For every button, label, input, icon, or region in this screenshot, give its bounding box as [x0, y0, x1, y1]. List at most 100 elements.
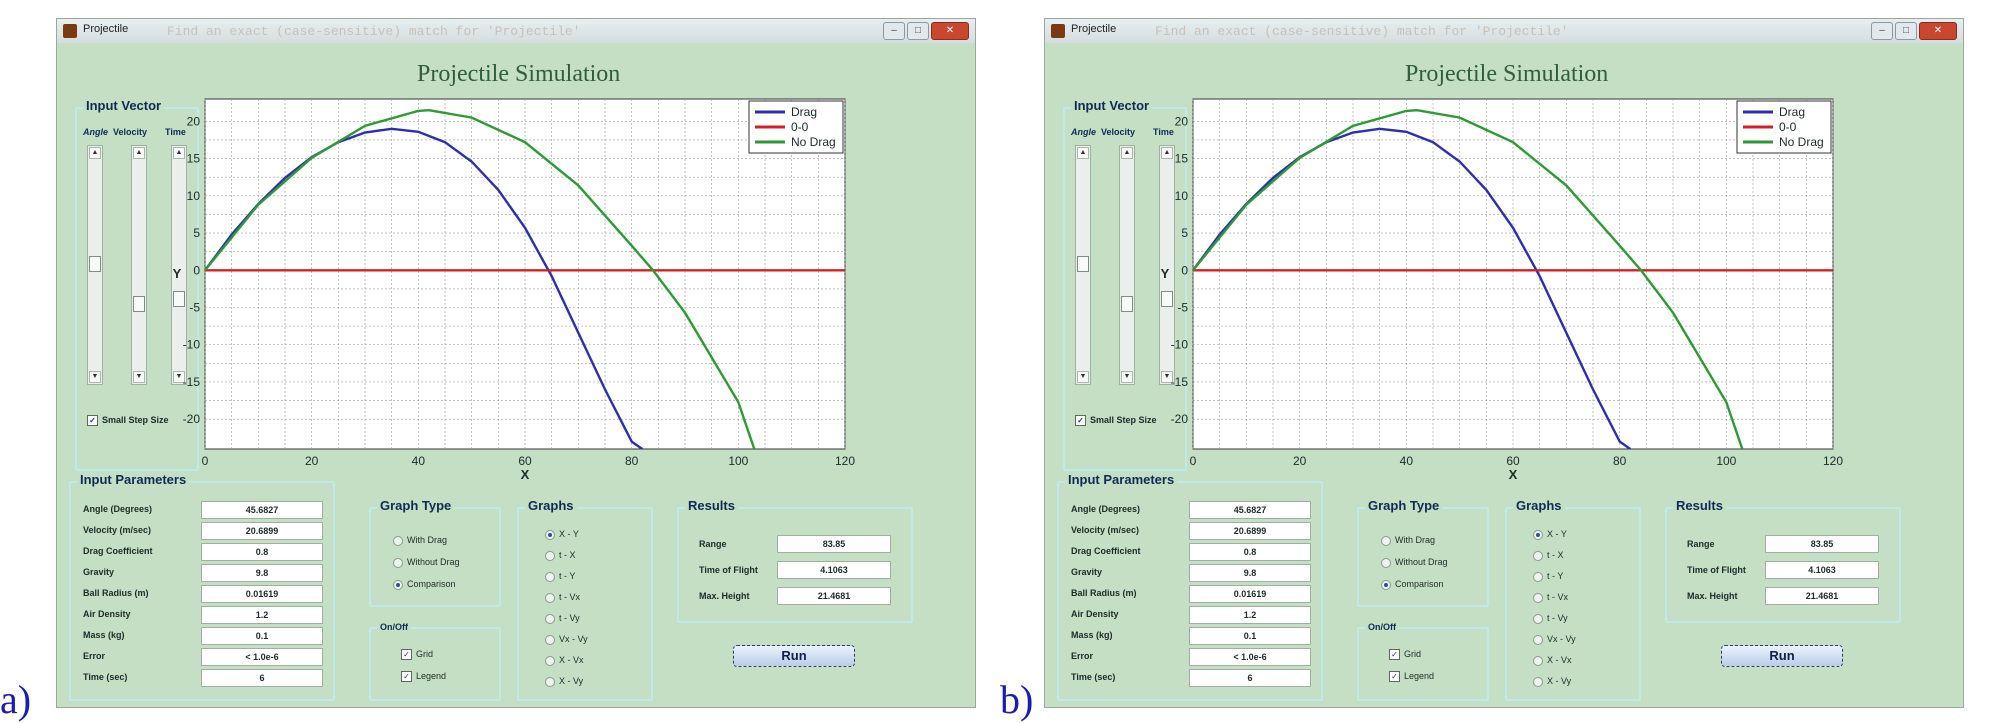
param-value-field[interactable]: 0.8 [1189, 543, 1311, 561]
angle-slider-thumb[interactable] [89, 256, 101, 272]
angle-slider-down-arrow[interactable]: ▼ [89, 371, 101, 383]
result-value-field: 21.4681 [777, 587, 891, 605]
param-value-field[interactable]: 6 [201, 669, 323, 687]
velocity-slider-down-arrow[interactable]: ▼ [1121, 371, 1133, 383]
x-tick-label: 60 [518, 454, 532, 468]
grid-checkbox[interactable]: ✓ Grid [1389, 649, 1421, 661]
minimize-button[interactable]: – [1871, 22, 1893, 40]
param-value-field[interactable]: 9.8 [1189, 564, 1311, 582]
graphs-option[interactable]: t - X [545, 550, 576, 561]
x-axis-label: X [521, 467, 530, 482]
param-value-field[interactable]: 0.01619 [1189, 585, 1311, 603]
graphs-option[interactable]: t - Y [545, 571, 575, 582]
param-value-field[interactable]: 0.1 [1189, 627, 1311, 645]
param-value-field[interactable]: 9.8 [201, 564, 323, 582]
graph-type-option[interactable]: With Drag [1381, 535, 1435, 546]
window-titlebar[interactable]: Projectile Find an exact (case-sensitive… [57, 19, 975, 43]
velocity-slider[interactable]: ▲ ▼ [131, 145, 147, 385]
param-label: Gravity [1071, 567, 1103, 577]
param-label: Ball Radius (m) [83, 588, 149, 598]
param-value-field[interactable]: 1.2 [201, 606, 323, 624]
grid-checkbox[interactable]: ✓ Grid [401, 649, 433, 661]
graphs-option[interactable]: X - Vx [545, 655, 584, 666]
graphs-option[interactable]: t - Vy [545, 613, 580, 624]
result-label: Time of Flight [699, 565, 758, 575]
velocity-slider[interactable]: ▲ ▼ [1119, 145, 1135, 385]
window-titlebar[interactable]: Projectile Find an exact (case-sensitive… [1045, 19, 1963, 43]
graphs-option[interactable]: X - Vx [1533, 655, 1572, 666]
param-value-field[interactable]: 0.01619 [201, 585, 323, 603]
small-step-checkbox[interactable]: ✓ Small Step Size [87, 415, 169, 427]
param-value-field[interactable]: 0.1 [201, 627, 323, 645]
time-slider-thumb[interactable] [1161, 291, 1173, 307]
param-value-field[interactable]: 1.2 [1189, 606, 1311, 624]
maximize-button[interactable]: □ [1895, 22, 1917, 40]
velocity-slider-up-arrow[interactable]: ▲ [133, 147, 145, 159]
maximize-button[interactable]: □ [907, 22, 929, 40]
small-step-check-icon: ✓ [1075, 415, 1086, 427]
graph-type-option[interactable]: Comparison [1381, 579, 1444, 590]
radio-icon [545, 592, 555, 603]
graphs-option[interactable]: t - Vx [1533, 592, 1568, 603]
graphs-option[interactable]: Vx - Vy [1533, 634, 1576, 645]
param-value-field[interactable]: < 1.0e-6 [1189, 648, 1311, 666]
graph-type-option[interactable]: Without Drag [1381, 557, 1448, 568]
velocity-slider-thumb[interactable] [133, 296, 145, 312]
graphs-option[interactable]: X - Y [1533, 529, 1567, 540]
param-value-field[interactable]: 6 [1189, 669, 1311, 687]
graphs-option[interactable]: X - Vy [1533, 676, 1571, 687]
x-tick-label: 0 [202, 454, 209, 468]
graph-type-option[interactable]: With Drag [393, 535, 447, 546]
param-value-field[interactable]: 45.6827 [1189, 501, 1311, 519]
time-slider[interactable]: ▲ ▼ [171, 145, 187, 385]
legend-checkbox[interactable]: ✓ Legend [401, 671, 446, 683]
param-value-field[interactable]: 0.8 [201, 543, 323, 561]
graphs-option[interactable]: t - Y [1533, 571, 1563, 582]
param-label: Air Density [83, 609, 131, 619]
radio-icon [1381, 579, 1391, 590]
angle-slider[interactable]: ▲ ▼ [87, 145, 103, 385]
legend-checkbox[interactable]: ✓ Legend [1389, 671, 1434, 683]
onoff-panel: On/Off ✓ Grid ✓ Legend [369, 622, 501, 701]
small-step-label: Small Step Size [102, 415, 169, 425]
param-value-field[interactable]: 45.6827 [201, 501, 323, 519]
run-button[interactable]: Run [1721, 645, 1843, 667]
close-button[interactable]: ✕ [931, 22, 969, 40]
window-title-overlay-text: Find an exact (case-sensitive) match for… [1155, 24, 1569, 39]
time-slider[interactable]: ▲ ▼ [1159, 145, 1175, 385]
minimize-button[interactable]: – [883, 22, 905, 40]
time-slider-thumb[interactable] [173, 291, 185, 307]
graph-type-option[interactable]: Comparison [393, 579, 456, 590]
graphs-option[interactable]: X - Vy [545, 676, 583, 687]
velocity-slider-thumb[interactable] [1121, 296, 1133, 312]
time-slider-up-arrow[interactable]: ▲ [173, 147, 185, 159]
param-value-field[interactable]: < 1.0e-6 [201, 648, 323, 666]
graphs-option[interactable]: t - Vx [545, 592, 580, 603]
graphs-option[interactable]: Vx - Vy [545, 634, 588, 645]
param-label: Time (sec) [1071, 672, 1116, 682]
angle-slider-up-arrow[interactable]: ▲ [1077, 147, 1089, 159]
close-button[interactable]: ✕ [1919, 22, 1957, 40]
time-slider-up-arrow[interactable]: ▲ [1161, 147, 1173, 159]
graphs-option[interactable]: t - Vy [1533, 613, 1568, 624]
time-slider-down-arrow[interactable]: ▼ [1161, 371, 1173, 383]
radio-icon [1533, 676, 1543, 687]
param-value-field[interactable]: 20.6899 [201, 522, 323, 540]
velocity-slider-up-arrow[interactable]: ▲ [1121, 147, 1133, 159]
graph-type-option[interactable]: Without Drag [393, 557, 460, 568]
velocity-slider-down-arrow[interactable]: ▼ [133, 371, 145, 383]
param-label: Air Density [1071, 609, 1119, 619]
angle-slider-up-arrow[interactable]: ▲ [89, 147, 101, 159]
run-button[interactable]: Run [733, 645, 855, 667]
y-tick-label: 20 [187, 114, 201, 128]
angle-slider-down-arrow[interactable]: ▼ [1077, 371, 1089, 383]
param-value-field[interactable]: 20.6899 [1189, 522, 1311, 540]
graphs-option[interactable]: X - Y [545, 529, 579, 540]
graphs-option[interactable]: t - X [1533, 550, 1564, 561]
legend-label: Drag [1779, 105, 1805, 119]
time-slider-down-arrow[interactable]: ▼ [173, 371, 185, 383]
angle-slider[interactable]: ▲ ▼ [1075, 145, 1091, 385]
small-step-checkbox[interactable]: ✓ Small Step Size [1075, 415, 1157, 427]
series-line [1193, 127, 1631, 449]
angle-slider-thumb[interactable] [1077, 256, 1089, 272]
